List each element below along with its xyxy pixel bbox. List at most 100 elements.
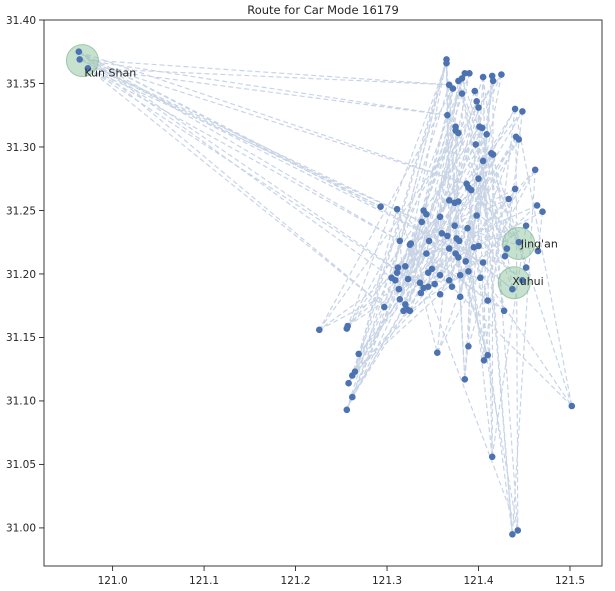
route-segment <box>87 67 448 116</box>
route-segment <box>78 51 385 308</box>
route-segment <box>466 183 513 535</box>
data-point <box>509 531 516 538</box>
route-segment <box>515 136 519 531</box>
route-segment <box>87 67 401 242</box>
data-point <box>489 151 497 158</box>
route-segment <box>448 84 466 380</box>
data-point <box>402 301 409 308</box>
data-point <box>345 379 352 387</box>
route-segment <box>427 88 454 287</box>
data-point <box>456 271 464 279</box>
y-tick-label: 31.05 <box>6 459 36 471</box>
route-segment <box>318 88 454 331</box>
route-segment <box>399 78 463 300</box>
route-segment <box>396 208 519 531</box>
data-point <box>479 259 487 266</box>
route-segment <box>427 111 523 274</box>
data-point <box>511 105 519 113</box>
route-segment <box>439 216 450 281</box>
data-point <box>458 75 466 82</box>
route-segment <box>87 67 423 223</box>
data-point <box>501 252 509 260</box>
route-segment <box>78 51 424 289</box>
data-point <box>534 247 542 255</box>
route-segment <box>346 126 480 329</box>
data-point <box>515 136 523 143</box>
data-point <box>343 406 351 414</box>
data-point <box>393 269 401 277</box>
data-point <box>456 293 464 301</box>
y-tick-label: 31.10 <box>6 396 36 408</box>
data-point <box>424 269 432 277</box>
route-segment <box>346 126 457 411</box>
data-point <box>396 237 404 245</box>
route-segment <box>346 130 457 329</box>
data-point <box>498 71 505 78</box>
y-tick-label: 31.35 <box>6 78 36 90</box>
x-tick-label: 121.2 <box>281 575 311 587</box>
route-segment <box>410 198 509 245</box>
data-point <box>436 271 444 279</box>
data-point <box>417 289 425 297</box>
data-point <box>500 307 508 315</box>
data-point <box>394 264 402 271</box>
data-point <box>406 307 414 315</box>
route-segment <box>346 84 450 410</box>
data-point <box>503 245 511 252</box>
data-point <box>443 59 450 67</box>
data-point <box>343 325 351 332</box>
data-point <box>467 186 475 194</box>
y-tick-label: 31.00 <box>6 523 36 535</box>
data-point <box>75 48 83 55</box>
route-segment <box>354 63 448 372</box>
data-point <box>484 351 492 359</box>
route-segment <box>436 169 536 353</box>
data-point <box>475 175 482 182</box>
data-point <box>479 157 487 165</box>
data-point <box>444 232 451 240</box>
data-point <box>349 372 356 379</box>
data-point <box>456 237 463 245</box>
data-point <box>465 343 472 350</box>
route-segment <box>78 51 392 279</box>
data-point <box>514 527 522 534</box>
x-axis: 121.0 121.1 121.2 121.3 121.4 121.5 <box>98 566 585 587</box>
y-tick-label: 31.30 <box>6 142 36 154</box>
data-point <box>400 307 407 315</box>
data-point <box>522 222 530 229</box>
route-segment <box>434 107 480 285</box>
data-point <box>416 279 424 287</box>
route-segment <box>347 253 427 327</box>
route-segment <box>383 133 488 308</box>
route-segment <box>490 153 519 531</box>
data-point <box>471 87 479 95</box>
route-segment <box>383 59 448 308</box>
data-point <box>539 208 546 215</box>
data-point <box>489 77 497 85</box>
route-segment <box>346 214 427 411</box>
data-point <box>461 376 469 383</box>
x-tick-label: 121.4 <box>463 575 493 587</box>
data-point <box>462 258 470 265</box>
data-point <box>444 111 451 119</box>
route-segment <box>402 132 459 311</box>
data-point <box>515 238 523 246</box>
data-point <box>480 357 488 364</box>
data-point <box>473 98 481 105</box>
data-point <box>455 254 462 261</box>
route-segment <box>482 77 493 457</box>
route-segment <box>409 244 438 353</box>
data-point <box>451 222 459 229</box>
route-segment <box>78 51 467 185</box>
route-segment <box>491 80 494 457</box>
route-segment <box>455 126 513 290</box>
route-segment <box>537 211 544 252</box>
route-segment <box>506 111 523 249</box>
data-point <box>349 393 356 401</box>
data-point <box>76 56 83 63</box>
data-point <box>402 263 409 270</box>
data-point <box>418 218 426 226</box>
data-point <box>465 268 472 275</box>
route-segment <box>346 62 448 329</box>
area-labels: Kun Shan Jing'an Xuhui <box>84 67 557 288</box>
